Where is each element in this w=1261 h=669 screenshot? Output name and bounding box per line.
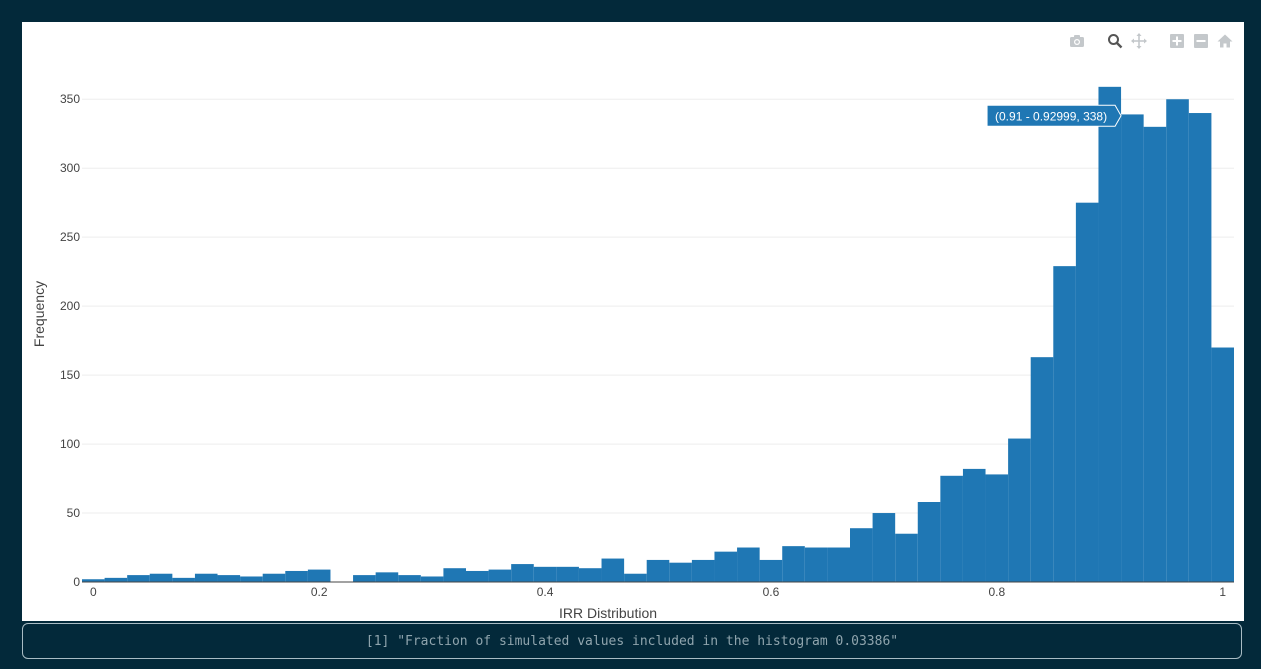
histogram-bar[interactable] [1121,114,1144,583]
x-tick-label: 0.4 [537,585,554,599]
y-tick-label: 200 [60,299,80,313]
histogram-bar[interactable] [240,576,263,582]
histogram-bar[interactable] [375,572,399,582]
histogram-bar[interactable] [578,568,602,582]
histogram-bar[interactable] [962,468,986,582]
console-output: [1] "Fraction of simulated values includ… [22,623,1242,659]
histogram-bar[interactable] [104,577,128,582]
histogram-chart[interactable]: 0 50 100 150 200 250 300 350 0 0.2 0.4 0.6 0.8 1 IRR D… [22,22,1244,621]
x-tick-label: 0.8 [988,585,1005,599]
zoom-in-icon[interactable] [1168,32,1186,50]
x-tick-label: 1 [1219,585,1226,599]
histogram-bar[interactable] [420,576,444,582]
histogram-bar[interactable] [398,575,421,582]
zoom-out-icon[interactable] [1192,32,1210,50]
histogram-bar[interactable] [917,502,941,582]
histogram-bar[interactable] [1211,347,1234,582]
histogram-bar[interactable] [285,570,308,582]
zoom-icon[interactable] [1106,32,1124,50]
y-tick-label: 100 [60,437,80,451]
histogram-bar[interactable] [940,475,963,582]
histogram-bar[interactable] [1098,86,1122,583]
pan-icon[interactable] [1130,32,1148,50]
histogram-bar[interactable] [1143,126,1167,583]
histogram-bar[interactable] [488,569,512,582]
histogram-bar[interactable] [194,573,218,582]
histogram-bar[interactable] [624,573,647,582]
y-tick-label: 0 [73,575,80,589]
plot-panel: 0 50 100 150 200 250 300 350 0 0.2 0.4 0.6 0.8 1 IRR D… [22,22,1244,621]
histogram-bar[interactable] [669,562,692,582]
histogram-bar[interactable] [307,569,331,582]
histogram-bar[interactable] [556,566,579,582]
histogram-bar[interactable] [601,558,625,582]
histogram-bar[interactable] [1075,202,1099,583]
modebar [1068,32,1234,50]
histogram-bar[interactable] [353,575,376,582]
console-text: [1] "Fraction of simulated values includ… [365,633,899,649]
histogram-bar[interactable] [985,474,1009,582]
histogram-bar[interactable] [149,573,173,582]
histogram-bar[interactable] [1008,438,1031,582]
histogram-bar[interactable] [443,568,466,582]
x-tick-label: 0.2 [311,585,328,599]
histogram-bar[interactable] [827,547,850,582]
histogram-bar[interactable] [804,547,828,582]
tooltip-text: (0.91 - 0.92999, 338) [995,109,1107,123]
histogram-bar[interactable] [82,579,105,582]
histogram-bar[interactable] [895,533,918,582]
histogram-bar[interactable] [1166,99,1189,582]
histogram-bar[interactable] [466,570,489,582]
y-tick-label: 300 [60,161,80,175]
histogram-bar[interactable] [262,573,286,582]
histogram-bar[interactable] [172,577,195,582]
x-axis-title: IRR Distribution [559,605,657,621]
home-icon[interactable] [1216,32,1234,50]
histogram-bar[interactable] [850,528,873,582]
histogram-bar[interactable] [1053,266,1076,582]
x-tick-label: 0 [90,585,97,599]
histogram-bar[interactable] [737,547,760,582]
histogram-bar[interactable] [1188,113,1212,582]
histogram-bar[interactable] [646,559,670,582]
histogram-bar[interactable] [511,564,534,582]
histogram-bar[interactable] [759,559,783,582]
y-tick-label: 50 [67,506,81,520]
y-axis-title: Frequency [31,281,47,347]
histogram-bar[interactable] [872,513,896,582]
histogram-bar[interactable] [217,575,241,582]
y-tick-label: 350 [60,92,80,106]
tooltip-box [986,104,1122,127]
histogram-bar[interactable] [714,551,738,582]
histogram-bar[interactable] [1030,357,1054,582]
y-tick-label: 150 [60,368,80,382]
camera-icon[interactable] [1068,32,1086,50]
histogram-bar[interactable] [782,546,805,582]
histogram-bar[interactable] [691,559,715,582]
histogram-bar[interactable] [127,575,150,582]
y-tick-label: 250 [60,230,80,244]
x-tick-label: 0.6 [763,585,780,599]
histogram-bar[interactable] [533,566,557,582]
